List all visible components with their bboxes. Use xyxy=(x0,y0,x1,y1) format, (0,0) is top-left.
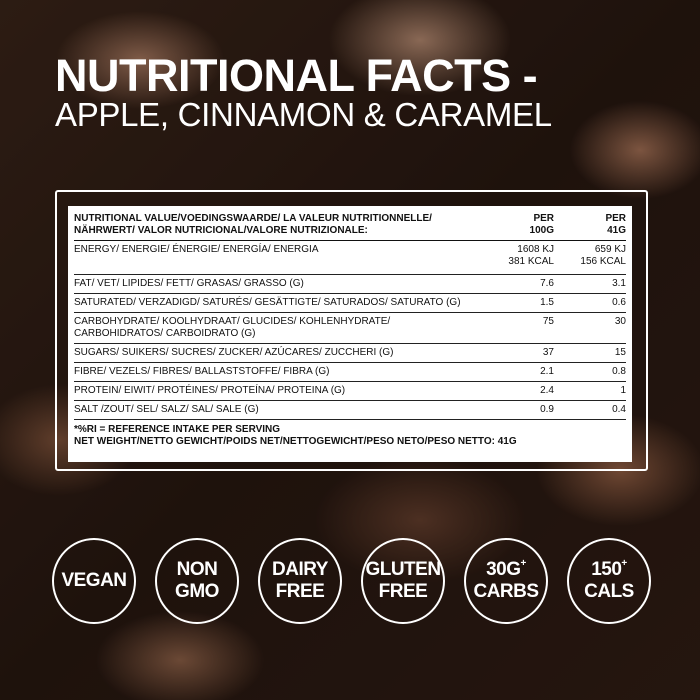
value: 30 xyxy=(614,316,626,327)
header-label: NUTRITIONAL VALUE/VOEDINGSWAARDE/ LA VAL… xyxy=(74,213,432,224)
value: 75 xyxy=(542,316,554,327)
value: 0.9 xyxy=(540,404,554,415)
nutrition-table: NUTRITIONAL VALUE/VOEDINGSWAARDE/ LA VAL… xyxy=(68,206,632,462)
badge-text: CALS xyxy=(584,581,634,602)
row-label: SUGARS/ SUIKERS/ SUCRES/ ZUCKER/ AZÚCARE… xyxy=(74,347,394,358)
badge-text: DAIRY xyxy=(272,559,328,580)
value: 2.1 xyxy=(540,366,554,377)
badge-dairy-free: DAIRY FREE xyxy=(258,538,342,624)
row-label: FIBRE/ VEZELS/ FIBRES/ BALLASTSTOFFE/ FI… xyxy=(74,366,330,377)
badge-cals: 150+ CALS xyxy=(567,538,651,624)
page-title: NUTRITIONAL FACTS - xyxy=(55,50,538,101)
table-row: SUGARS/ SUIKERS/ SUCRES/ ZUCKER/ AZÚCARE… xyxy=(74,344,626,363)
column-header: 100G xyxy=(529,225,554,236)
value: 0.6 xyxy=(612,297,626,308)
value: 7.6 xyxy=(540,278,554,289)
row-label: CARBOHYDRATE/ KOOLHYDRAAT/ GLUCIDES/ KOH… xyxy=(74,316,391,327)
value: 1608 KJ xyxy=(517,244,554,255)
value: 381 KCAL xyxy=(508,256,554,267)
badge-text: 30G xyxy=(486,559,521,580)
badge-text: CARBS xyxy=(473,581,539,602)
value: 1.5 xyxy=(540,297,554,308)
table-row: SATURATED/ VERZADIGD/ SATURÉS/ GESÄTTIGT… xyxy=(74,294,626,313)
badge-text: NON xyxy=(176,559,218,580)
badge-non-gmo: NON GMO xyxy=(155,538,239,624)
table-row: FAT/ VET/ LIPIDES/ FETT/ GRASAS/ GRASSO … xyxy=(74,275,626,294)
column-header: PER xyxy=(605,213,626,224)
value: 659 KJ xyxy=(594,244,626,255)
value: 3.1 xyxy=(612,278,626,289)
badge-text: FREE xyxy=(378,581,428,602)
row-label: SATURATED/ VERZADIGD/ SATURÉS/ GESÄTTIGT… xyxy=(74,297,461,308)
table-row: PROTEIN/ EIWIT/ PROTÉINES/ PROTEÍNA/ PRO… xyxy=(74,382,626,401)
row-label: SALT /ZOUT/ SEL/ SALZ/ SAL/ SALE (G) xyxy=(74,404,259,415)
value: 0.4 xyxy=(612,404,626,415)
badge-gluten-free: GLUTEN FREE xyxy=(361,538,445,624)
badge-carbs: 30G+ CARBS xyxy=(464,538,548,624)
badge-text: GMO xyxy=(175,581,219,602)
value: 0.8 xyxy=(612,366,626,377)
badge-text: VEGAN xyxy=(61,570,127,591)
table-header: NUTRITIONAL VALUE/VOEDINGSWAARDE/ LA VAL… xyxy=(74,210,626,241)
value: 1 xyxy=(620,385,626,396)
badge-text: 150 xyxy=(591,559,622,580)
net-weight: NET WEIGHT/NETTO GEWICHT/POIDS NET/NETTO… xyxy=(74,436,517,447)
value: 37 xyxy=(542,347,554,358)
value: 156 KCAL xyxy=(580,256,626,267)
column-header: 41G xyxy=(607,225,626,236)
badge-vegan: VEGAN xyxy=(52,538,136,624)
row-label: FAT/ VET/ LIPIDES/ FETT/ GRASAS/ GRASSO … xyxy=(74,278,304,289)
value: 15 xyxy=(614,347,626,358)
column-header: PER xyxy=(533,213,554,224)
header-label: NÄHRWERT/ VALOR NUTRICIONAL/VALORE NUTRI… xyxy=(74,225,368,236)
value: 2.4 xyxy=(540,385,554,396)
badge-plus: + xyxy=(621,558,627,569)
badge-text: FREE xyxy=(275,581,325,602)
table-row: SALT /ZOUT/ SEL/ SALZ/ SAL/ SALE (G) 0.9 0… xyxy=(74,401,626,420)
row-label: CARBOHIDRATOS/ CARBOIDRATO (G) xyxy=(74,328,256,339)
table-row: FIBRE/ VEZELS/ FIBRES/ BALLASTSTOFFE/ FI… xyxy=(74,363,626,382)
row-label: PROTEIN/ EIWIT/ PROTÉINES/ PROTEÍNA/ PRO… xyxy=(74,385,346,396)
table-row: ENERGY/ ENERGIE/ ÉNERGIE/ ENERGÍA/ ENERG… xyxy=(74,241,626,275)
footnote: *%RI = REFERENCE INTAKE PER SERVING xyxy=(74,424,281,435)
badge-plus: + xyxy=(520,558,527,569)
table-row: CARBOHYDRATE/ KOOLHYDRAAT/ GLUCIDES/ KOH… xyxy=(74,313,626,344)
table-footer: *%RI = REFERENCE INTAKE PER SERVING NET … xyxy=(74,420,626,448)
badge-text: GLUTEN xyxy=(365,559,441,580)
table-frame xyxy=(55,190,648,471)
page-subtitle: APPLE, CINNAMON & CARAMEL xyxy=(55,96,552,133)
row-label: ENERGY/ ENERGIE/ ÉNERGIE/ ENERGÍA/ ENERG… xyxy=(74,244,319,255)
